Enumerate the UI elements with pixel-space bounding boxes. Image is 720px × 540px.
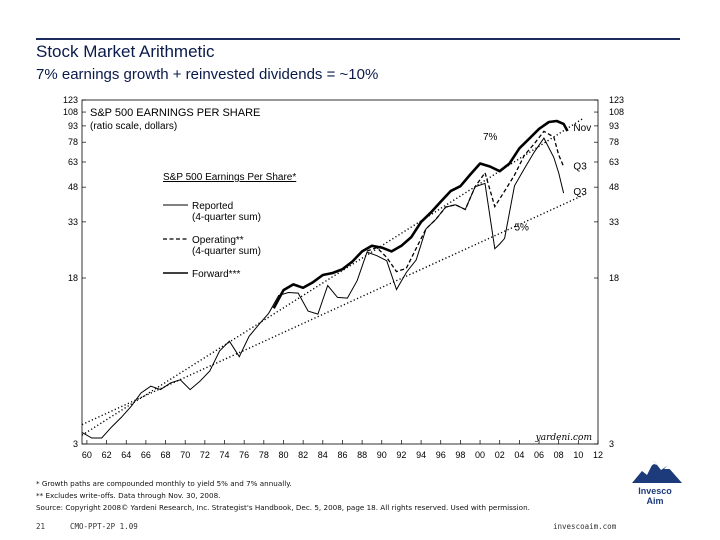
slide-title: Stock Market Arithmetic xyxy=(36,42,215,61)
annotation-label: Q3 xyxy=(573,162,587,173)
y-tick-label-left: 33 xyxy=(68,217,78,227)
x-tick-label: 74 xyxy=(220,450,230,460)
x-tick-label: 94 xyxy=(416,450,426,460)
watermark: yardeni.com xyxy=(535,433,592,443)
x-tick-label: 12 xyxy=(593,450,603,460)
series-line-reported xyxy=(81,137,565,439)
y-tick-label-right: 108 xyxy=(609,107,624,117)
x-tick-label: 02 xyxy=(495,450,505,460)
annotation-label: Nov xyxy=(573,123,591,134)
legend-label-reported: (4-quarter sum) xyxy=(192,212,261,223)
chart-title: S&P 500 EARNINGS PER SHARE xyxy=(90,107,260,119)
y-tick-label-right: 18 xyxy=(609,273,619,283)
page-number: 21 xyxy=(36,522,46,531)
invesco-mountain-logo-icon xyxy=(632,461,682,483)
x-tick-label: 78 xyxy=(259,450,269,460)
chart-subtitle: (ratio scale, dollars) xyxy=(90,121,177,132)
footnote-growth-paths: * Growth paths are compounded monthly to… xyxy=(36,479,292,488)
logo-line-1: Invesco xyxy=(638,486,672,496)
x-tick-label: 64 xyxy=(121,450,131,460)
x-tick-label: 68 xyxy=(161,450,171,460)
y-tick-label-left: 3 xyxy=(73,439,78,449)
x-tick-label: 72 xyxy=(200,450,210,460)
x-tick-label: 90 xyxy=(377,450,387,460)
y-tick-label-right: 48 xyxy=(609,182,619,192)
y-tick-label-right: 3 xyxy=(609,439,614,449)
plot-area xyxy=(81,99,599,445)
x-tick-label: 76 xyxy=(239,450,249,460)
y-tick-label-left: 93 xyxy=(68,121,78,131)
x-tick-label: 62 xyxy=(102,450,112,460)
y-tick-label-left: 108 xyxy=(63,107,78,117)
legend-title: S&P 500 Earnings Per Share* xyxy=(163,172,296,183)
x-tick-label: 60 xyxy=(82,450,92,460)
x-tick-label: 06 xyxy=(534,450,544,460)
x-tick-label: 10 xyxy=(573,450,583,460)
x-tick-label: 00 xyxy=(475,450,485,460)
y-tick-label-right: 63 xyxy=(609,157,619,167)
legend-label-operating: Operating** xyxy=(192,235,244,246)
x-tick-label: 98 xyxy=(455,450,465,460)
title-rule xyxy=(36,38,680,40)
x-tick-label: 08 xyxy=(554,450,564,460)
legend-label-reported: Reported xyxy=(192,201,233,212)
logo-line-2: Aim xyxy=(646,496,664,506)
footer-url[interactable]: invescoaim.com xyxy=(553,522,617,531)
y-tick-label-right: 33 xyxy=(609,217,619,227)
x-tick-label: 70 xyxy=(180,450,190,460)
y-tick-label-left: 18 xyxy=(68,273,78,283)
y-tick-label-left: 78 xyxy=(68,137,78,147)
y-tick-label-left: 63 xyxy=(68,157,78,167)
x-tick-label: 96 xyxy=(436,450,446,460)
series-line-7-growth-path xyxy=(81,117,584,436)
annotation-label: 7% xyxy=(483,132,498,143)
y-tick-label-left: 48 xyxy=(68,182,78,192)
document-code: CMO-PPT-2P 1.09 xyxy=(70,522,138,531)
x-tick-label: 84 xyxy=(318,450,328,460)
slide-subtitle: 7% earnings growth + reinvested dividend… xyxy=(36,66,379,83)
legend-label-forward: Forward*** xyxy=(192,269,240,280)
y-tick-label-right: 93 xyxy=(609,121,619,131)
x-tick-label: 92 xyxy=(396,450,406,460)
series-line-operating xyxy=(366,130,565,273)
y-tick-label-right: 78 xyxy=(609,137,619,147)
annotation-label: 5% xyxy=(514,223,529,234)
x-tick-label: 88 xyxy=(357,450,367,460)
company-logo-text: Invesco Aim xyxy=(630,486,680,506)
footnote-source: Source: Copyright 2008© Yardeni Research… xyxy=(36,503,530,512)
x-tick-label: 86 xyxy=(337,450,347,460)
x-tick-label: 80 xyxy=(278,450,288,460)
x-tick-label: 66 xyxy=(141,450,151,460)
y-tick-label-right: 123 xyxy=(609,95,624,105)
x-tick-label: 04 xyxy=(514,450,524,460)
x-tick-label: 82 xyxy=(298,450,308,460)
legend-label-operating: (4-quarter sum) xyxy=(192,246,261,257)
y-tick-label-left: 123 xyxy=(63,95,78,105)
footnote-excludes: ** Excludes write-offs. Data through Nov… xyxy=(36,491,221,500)
annotation-label: Q3 xyxy=(573,187,587,198)
